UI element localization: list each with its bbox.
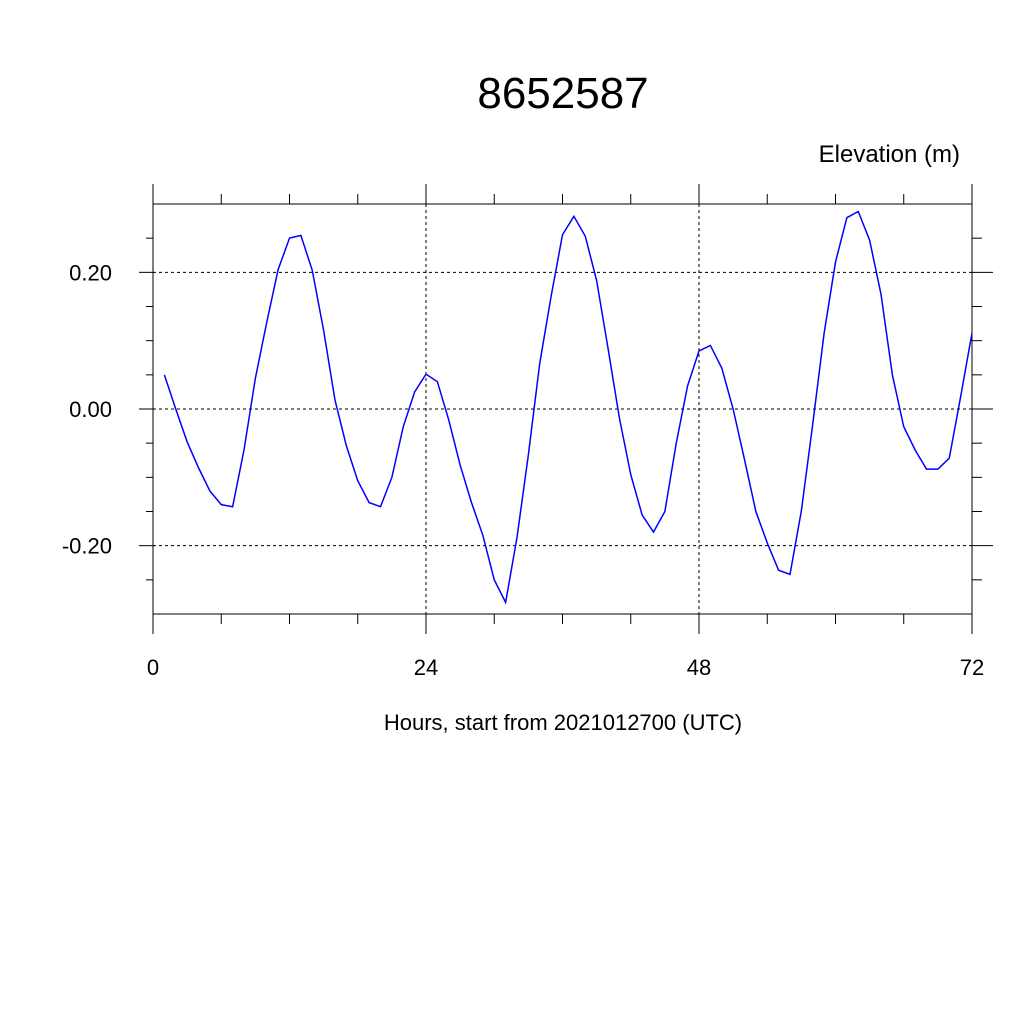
x-tick-label: 48 <box>687 655 711 680</box>
x-tick-label: 24 <box>414 655 438 680</box>
plot-frame <box>152 203 973 615</box>
y-tick-label: 0.00 <box>69 397 112 422</box>
x-tick-label: 72 <box>960 655 984 680</box>
chart-title: 8652587 <box>477 69 648 118</box>
x-axis-label: Hours, start from 2021012700 (UTC) <box>384 710 742 735</box>
y-tick-label: -0.20 <box>62 534 112 559</box>
y-axis-label: Elevation (m) <box>819 141 960 168</box>
data-line <box>163 210 973 605</box>
x-tick-label: 0 <box>147 655 159 680</box>
y-tick-label: 0.20 <box>69 260 112 285</box>
